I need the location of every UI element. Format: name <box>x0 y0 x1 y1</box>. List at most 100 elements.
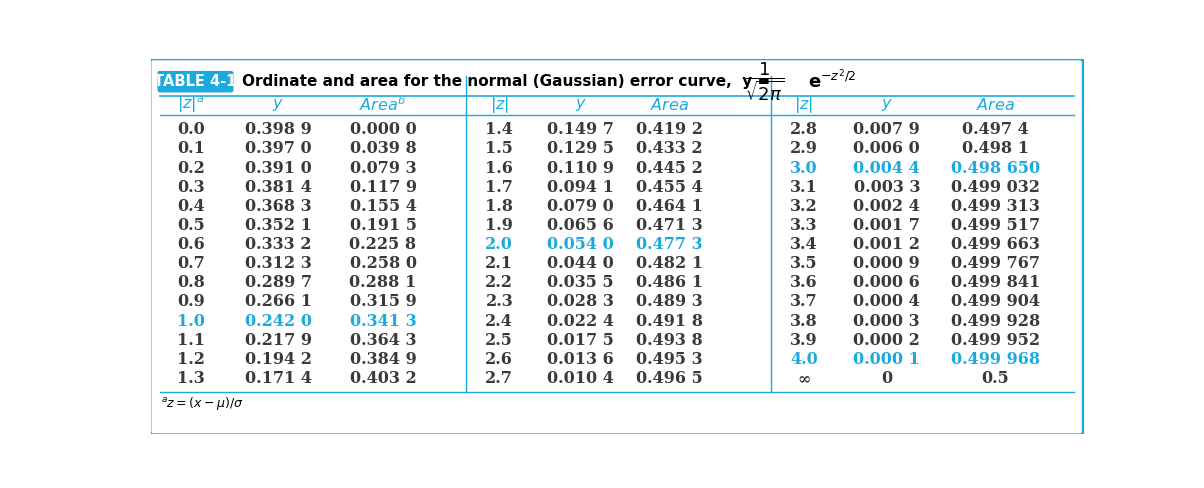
Text: 1.5: 1.5 <box>485 141 513 157</box>
Text: 0.364 3: 0.364 3 <box>349 332 417 349</box>
Text: 3.5: 3.5 <box>790 255 818 272</box>
Text: 3.3: 3.3 <box>790 217 818 234</box>
Text: 0.028 3: 0.028 3 <box>547 293 614 310</box>
Text: 0.065 6: 0.065 6 <box>548 217 614 234</box>
Text: 0.002 4: 0.002 4 <box>854 198 920 215</box>
Text: 0.0: 0.0 <box>177 121 205 138</box>
Text: 2.2: 2.2 <box>485 274 513 291</box>
Text: $y$: $y$ <box>880 97 893 113</box>
Text: TABLE 4-1: TABLE 4-1 <box>154 74 237 89</box>
Text: 0.1: 0.1 <box>177 141 205 157</box>
Text: 0.171 4: 0.171 4 <box>244 370 312 387</box>
Text: 2.6: 2.6 <box>485 351 513 368</box>
Text: 0.001 2: 0.001 2 <box>854 236 920 253</box>
Text: 2.9: 2.9 <box>790 141 818 157</box>
Text: 0.491 8: 0.491 8 <box>636 313 703 329</box>
Text: 0.010 4: 0.010 4 <box>547 370 614 387</box>
Text: 0.2: 0.2 <box>177 160 205 177</box>
Text: 0.499 968: 0.499 968 <box>951 351 1040 368</box>
Text: 0.4: 0.4 <box>177 198 205 215</box>
Text: $y$: $y$ <box>574 97 586 113</box>
Text: 0.000 4: 0.000 4 <box>854 293 920 310</box>
Text: 0.455 4: 0.455 4 <box>637 179 703 196</box>
Text: 3.1: 3.1 <box>790 179 818 196</box>
Text: 0.471 3: 0.471 3 <box>637 217 703 234</box>
Text: ∞: ∞ <box>797 370 810 387</box>
Text: 0.486 1: 0.486 1 <box>636 274 703 291</box>
Text: 0.403 2: 0.403 2 <box>349 370 417 387</box>
Text: 3.7: 3.7 <box>790 293 818 310</box>
Text: 0.498 650: 0.498 650 <box>951 160 1040 177</box>
Text: 0.489 3: 0.489 3 <box>637 293 703 310</box>
Text: 3.0: 3.0 <box>790 160 818 177</box>
Text: 2.3: 2.3 <box>485 293 513 310</box>
Text: 0.495 3: 0.495 3 <box>637 351 703 368</box>
Text: 0.398 9: 0.398 9 <box>244 121 312 138</box>
Text: $|z|^a$: $|z|^a$ <box>177 95 205 115</box>
Text: 0.482 1: 0.482 1 <box>636 255 703 272</box>
Text: 0.3: 0.3 <box>177 179 205 196</box>
Text: 0.000 6: 0.000 6 <box>854 274 920 291</box>
Text: 0.054 0: 0.054 0 <box>548 236 614 253</box>
Text: 0.384 9: 0.384 9 <box>349 351 417 368</box>
Text: $Area$: $Area$ <box>650 97 689 113</box>
Text: 2.5: 2.5 <box>485 332 513 349</box>
Text: 0.368 3: 0.368 3 <box>246 198 312 215</box>
Text: 0.001 7: 0.001 7 <box>854 217 920 234</box>
Text: 0.155 4: 0.155 4 <box>349 198 417 215</box>
Text: 0.017 5: 0.017 5 <box>547 332 614 349</box>
Text: 0.000 0: 0.000 0 <box>349 121 417 138</box>
Text: 0.499 841: 0.499 841 <box>951 274 1040 291</box>
Text: 2.4: 2.4 <box>485 313 513 329</box>
Text: 0.258 0: 0.258 0 <box>349 255 417 272</box>
Text: 0.289 7: 0.289 7 <box>244 274 312 291</box>
Text: 0.433 2: 0.433 2 <box>637 141 703 157</box>
Text: 0.496 5: 0.496 5 <box>637 370 703 387</box>
Text: 3.2: 3.2 <box>790 198 818 215</box>
Text: 0.499 952: 0.499 952 <box>951 332 1040 349</box>
Text: $Area$: $Area$ <box>975 97 1015 113</box>
Text: 0.5: 0.5 <box>177 217 205 234</box>
Text: 0.110 9: 0.110 9 <box>547 160 614 177</box>
Text: 0.5: 0.5 <box>981 370 1009 387</box>
Text: 0.242 0: 0.242 0 <box>244 313 312 329</box>
Text: 0.8: 0.8 <box>177 274 205 291</box>
Text: 0.499 313: 0.499 313 <box>951 198 1040 215</box>
Text: 0.497 4: 0.497 4 <box>962 121 1028 138</box>
Text: Ordinate and area for the normal (Gaussian) error curve,  y =: Ordinate and area for the normal (Gaussi… <box>242 74 771 89</box>
Text: 2.0: 2.0 <box>485 236 513 253</box>
Text: $\dfrac{1}{\sqrt{2\pi}}$: $\dfrac{1}{\sqrt{2\pi}}$ <box>745 60 785 103</box>
Text: 0.477 3: 0.477 3 <box>637 236 703 253</box>
Text: 0.381 4: 0.381 4 <box>244 179 312 196</box>
Text: 0.039 8: 0.039 8 <box>349 141 417 157</box>
Text: 0.445 2: 0.445 2 <box>636 160 703 177</box>
Text: 0.498 1: 0.498 1 <box>962 141 1028 157</box>
Text: 0.000 3: 0.000 3 <box>854 313 920 329</box>
Text: 0.499 767: 0.499 767 <box>951 255 1040 272</box>
Text: $|z|$: $|z|$ <box>795 95 814 115</box>
Text: 0.000 9: 0.000 9 <box>854 255 920 272</box>
Text: 0.117 9: 0.117 9 <box>349 179 417 196</box>
Text: 0.391 0: 0.391 0 <box>244 160 312 177</box>
FancyBboxPatch shape <box>158 71 234 92</box>
Text: 0.225 8: 0.225 8 <box>349 236 417 253</box>
Text: 0.044 0: 0.044 0 <box>548 255 614 272</box>
Text: 0.094 1: 0.094 1 <box>547 179 614 196</box>
Text: 0.079 0: 0.079 0 <box>548 198 614 215</box>
FancyBboxPatch shape <box>149 59 1084 435</box>
Text: 1.4: 1.4 <box>485 121 513 138</box>
Text: 2.8: 2.8 <box>790 121 818 138</box>
Text: 0.004 4: 0.004 4 <box>854 160 920 177</box>
Text: 0.266 1: 0.266 1 <box>244 293 312 310</box>
Text: 1.9: 1.9 <box>485 217 513 234</box>
Text: 1.1: 1.1 <box>177 332 205 349</box>
Text: 0: 0 <box>881 370 892 387</box>
Text: 0.191 5: 0.191 5 <box>349 217 417 234</box>
Text: 2.1: 2.1 <box>485 255 513 272</box>
Text: 0.194 2: 0.194 2 <box>244 351 312 368</box>
Text: 0.000 2: 0.000 2 <box>854 332 920 349</box>
Text: 1.0: 1.0 <box>177 313 205 329</box>
Text: 0.499 032: 0.499 032 <box>951 179 1040 196</box>
Text: 0.129 5: 0.129 5 <box>547 141 614 157</box>
Text: 0.312 3: 0.312 3 <box>244 255 312 272</box>
